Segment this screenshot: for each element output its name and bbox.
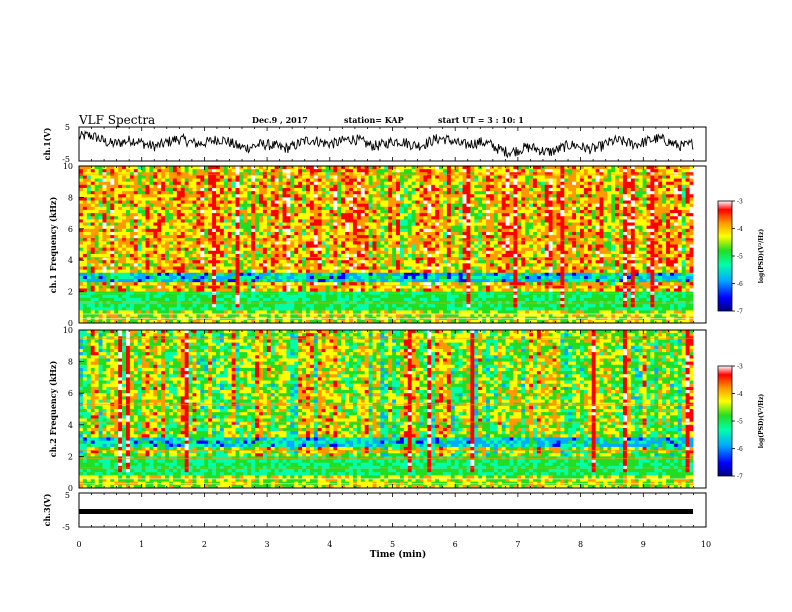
colorbar-tick-label: -3 [737,199,743,206]
ch2-colorbar-label: log(PSD)(V²/Hz) [758,394,765,449]
x-tick-label: 6 [453,540,458,549]
ch2-spec-ylabel: ch.2 Frequency (kHz) [48,361,58,458]
spectrogram-ytick-label: 4 [68,256,73,265]
date-label: Dec.9 , 2017 [252,115,308,125]
ch3-wave-tick-bottom: -5 [62,523,70,532]
ch1-colorbar-bar [717,200,733,312]
spectrogram-ytick-label: 4 [68,421,73,430]
colorbar-tick-label: -4 [737,226,743,233]
x-axis-label: Time (min) [370,549,427,560]
x-tick-label: 9 [641,540,646,549]
spectrogram-ytick-label: 6 [68,225,73,234]
start-time-label: start UT = 3 : 10: 1 [438,115,524,125]
spectrogram-ytick-label: 2 [68,288,73,297]
colorbar-tick-label: -7 [737,309,743,316]
spectrogram-ytick-label: 0 [68,319,73,328]
colorbar-tick-label: -6 [737,446,743,453]
spectrogram-ytick-label: 10 [63,162,73,171]
x-tick-label: 4 [327,540,332,549]
spectrogram-ytick-label: 0 [68,484,73,493]
spectrogram-ytick-label: 10 [63,326,73,335]
colorbar-tick-label: -4 [737,391,743,398]
ch1-spectrogram-image [79,166,706,324]
ch3-wave-tick-top: 5 [65,491,70,500]
colorbar-tick-label: -7 [737,474,743,481]
x-tick-label: 1 [139,540,144,549]
colorbar-tick-label: -3 [737,364,743,371]
spectrogram-ytick-label: 8 [68,358,73,367]
ch1-waveform-line [78,130,694,159]
spectrogram-ytick-label: 8 [68,193,73,202]
ch1-colorbar-label: log(PSD)(V²/Hz) [758,229,765,284]
x-tick-label: 10 [701,540,711,549]
ch3-waveform-line [79,509,693,514]
x-axis-tick-labels: 0 1 2 3 4 5 6 7 8 9 10 [76,540,711,549]
figure-title: VLF Spectra [78,113,155,127]
x-tick-label: 0 [76,540,81,549]
colorbar-tick-label: -5 [737,254,743,261]
ch3-wave-ylabel: ch.3(V) [42,493,52,526]
ch1-colorbar: -3 -4 -5 -6 -7 log(PSD)(V²/Hz) [717,199,765,316]
ch1-spec-ylabel: ch.1 Frequency (kHz) [48,197,58,294]
ch1-wave-tick-top: 5 [65,123,70,132]
ch1-waveform-panel: 5 -5 ch.1(V) [42,123,707,164]
station-label: station= KAP [344,115,404,125]
x-tick-label: 3 [265,540,270,549]
ch2-colorbar: -3 -4 -5 -6 -7 log(PSD)(V²/Hz) [717,364,765,481]
ch1-wave-tick-bottom: -5 [62,155,70,164]
spectrogram-ytick-label: 6 [68,389,73,398]
x-tick-label: 5 [390,540,395,549]
x-tick-label: 7 [515,540,520,549]
colorbar-tick-label: -6 [737,281,743,288]
spectrogram-ytick-label: 2 [68,452,73,461]
x-tick-label: 2 [202,540,207,549]
colorbar-tick-label: -5 [737,419,743,426]
ch1-spectrogram-panel: 10 8 6 4 2 0 ch.1 Frequency (kHz) [48,162,707,328]
x-axis-ticks [78,127,707,527]
ch2-spectrogram-image [79,330,706,489]
ch1-wave-ylabel: ch.1(V) [42,127,52,160]
ch2-spectrogram-panel: 10 8 6 4 2 0 ch.2 Frequency (kHz) [48,326,707,493]
ch2-colorbar-bar [717,365,733,477]
x-tick-label: 8 [578,540,583,549]
